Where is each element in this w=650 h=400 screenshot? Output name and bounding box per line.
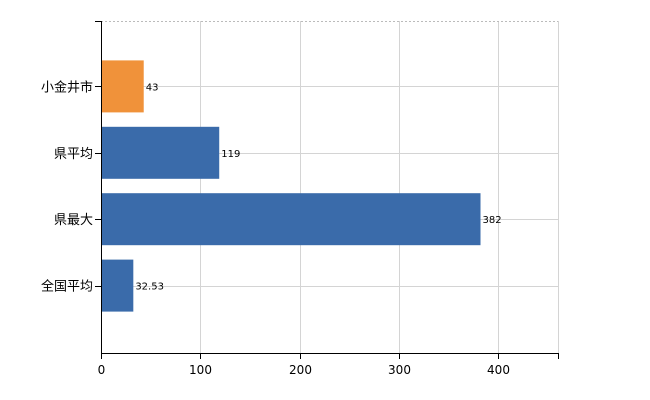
data-label-0: 43 — [146, 82, 159, 93]
y-tick-label-2: 県最大 — [54, 213, 93, 228]
data-label-3: 32.53 — [135, 282, 164, 293]
y-tick-label-3: 全国平均 — [41, 279, 93, 295]
x-tick-label-100: 100 — [189, 363, 212, 377]
x-tick-label-300: 300 — [388, 363, 411, 377]
data-label-1: 119 — [221, 149, 240, 160]
bar-1 — [101, 126, 220, 179]
y-tick-label-1: 県平均 — [54, 147, 93, 162]
x-tick-label-200: 200 — [289, 363, 312, 377]
y-tick-label-0: 小金井市 — [41, 79, 93, 95]
x-tick-label-0: 0 — [98, 363, 106, 377]
x-tick-label-400: 400 — [487, 363, 510, 377]
bar-0 — [101, 60, 144, 113]
bar-3 — [101, 259, 134, 312]
bar-2 — [101, 193, 481, 246]
data-label-2: 382 — [483, 215, 502, 226]
